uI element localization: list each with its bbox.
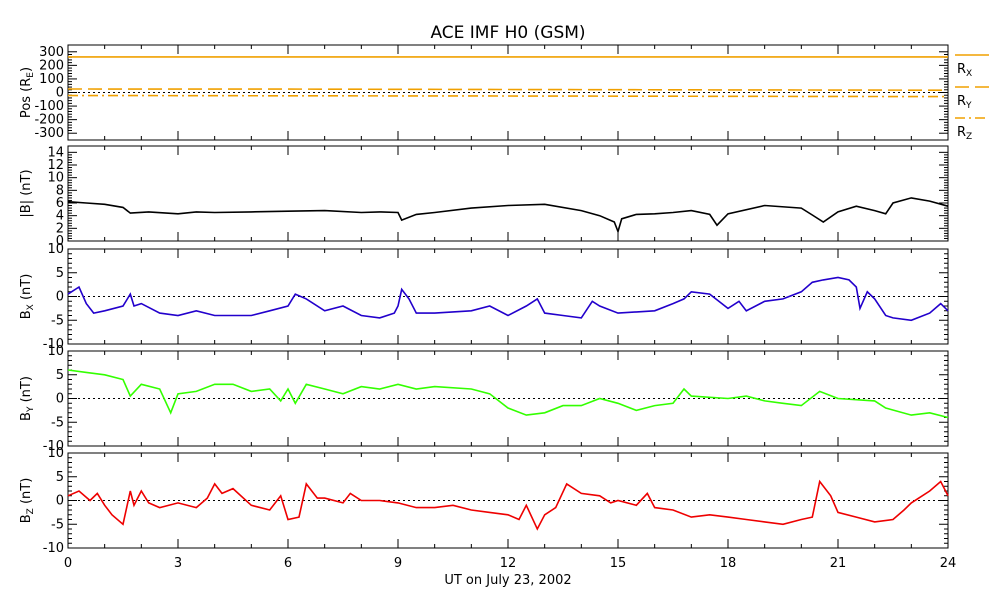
series-by-line: [67, 369, 949, 419]
y-tick-label: 10: [47, 171, 64, 186]
y-tick-label: 8: [56, 183, 64, 198]
y-tick-label: -5: [51, 313, 64, 328]
legend-label-ry: RY: [957, 94, 972, 111]
y-tick-label: 4: [56, 209, 64, 224]
y-axis-label: Pos (RE): [19, 67, 36, 118]
y-tick-label: -100: [34, 99, 64, 114]
y-tick-label: 0: [56, 494, 64, 509]
y-tick-label: 2: [56, 221, 64, 236]
y-tick-label: -10: [43, 439, 64, 454]
series-bx-line: [67, 276, 949, 322]
x-tick-label: 18: [720, 556, 737, 571]
series-bz-line: [67, 479, 949, 531]
x-tick-label: 0: [64, 556, 72, 571]
y-axis-label: |B| (nT): [19, 169, 34, 217]
y-tick-label: 5: [56, 470, 64, 485]
x-tick-label: 24: [940, 556, 957, 571]
y-tick-label: 0: [56, 234, 64, 249]
y-axis-label: BX (nT): [19, 274, 36, 320]
y-tick-label: -10: [43, 337, 64, 352]
y-tick-label: 5: [56, 266, 64, 281]
x-tick-label: 12: [500, 556, 517, 571]
y-tick-label: -300: [34, 126, 64, 141]
y-tick-label: -10: [43, 541, 64, 556]
y-tick-label: 10: [47, 446, 64, 461]
y-tick-label: 14: [47, 145, 64, 160]
y-tick-label: 0: [56, 86, 64, 101]
x-tick-label: 15: [610, 556, 627, 571]
y-tick-label: 300: [39, 45, 64, 60]
y-tick-label: 200: [39, 58, 64, 73]
y-tick-label: 0: [56, 392, 64, 407]
y-tick-label: 10: [47, 344, 64, 359]
y-tick-label: 100: [39, 72, 64, 87]
panel-frame: [67, 145, 949, 242]
panel-bz: 10 5 0 -5 -10 BZ (nT): [19, 446, 949, 556]
y-tick-label: 12: [47, 158, 64, 173]
y-tick-label: -5: [51, 415, 64, 430]
y-axis-label: BY (nT): [19, 376, 36, 421]
y-tick-label: 6: [56, 196, 64, 211]
y-tick-label: -200: [34, 113, 64, 128]
series-rz-line: [67, 94, 949, 98]
panel-by: 10 5 0 -5 -10 BY (nT): [19, 344, 949, 454]
x-tick-label: 6: [284, 556, 292, 571]
panel-bx: 10 5 0 -5 -10 BX (nT): [19, 242, 949, 352]
series-ry-line: [67, 88, 949, 91]
legend-label-rx: RX: [957, 62, 972, 79]
y-tick-label: 5: [56, 368, 64, 383]
y-axis-label: BZ (nT): [19, 478, 36, 524]
legend-label-rz: RZ: [957, 125, 972, 142]
y-tick-label: 10: [47, 242, 64, 257]
x-axis-label: UT on July 23, 2002: [444, 573, 571, 588]
y-tick-label: 0: [56, 290, 64, 305]
x-tick-label: 3: [174, 556, 182, 571]
x-tick-label: 9: [394, 556, 402, 571]
chart-title: ACE IMF H0 (GSM): [430, 23, 585, 43]
x-tick-label: 21: [830, 556, 847, 571]
series-b-line: [67, 197, 949, 234]
y-tick-label: -5: [51, 517, 64, 532]
